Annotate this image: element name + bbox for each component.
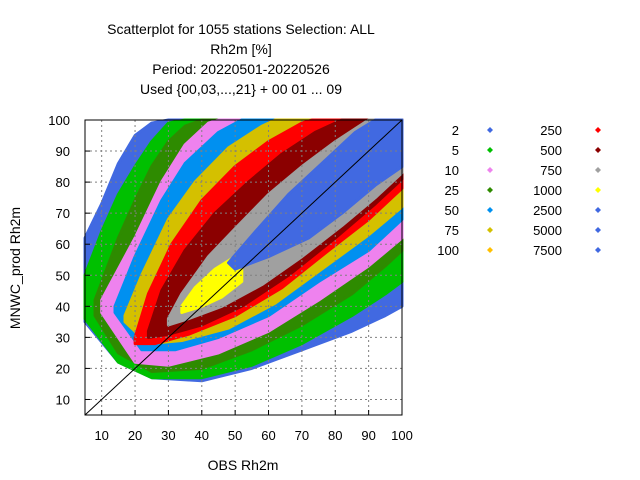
legend-marker: [487, 187, 493, 193]
legend-marker: [595, 187, 601, 193]
title-line-4: Used {00,03,...,21} + 00 01 ... 09: [140, 81, 342, 97]
y-tick-label: 90: [56, 144, 70, 159]
x-tick-label: 90: [361, 428, 375, 443]
x-axis-label: OBS Rh2m: [208, 457, 279, 473]
legend-marker: [595, 247, 601, 253]
x-tick-label: 50: [228, 428, 242, 443]
legend-label: 500: [540, 143, 562, 158]
legend-marker: [487, 227, 493, 233]
legend-label: 10: [445, 163, 459, 178]
plot-frame: [84, 119, 403, 416]
legend-label: 5000: [533, 223, 562, 238]
legend-label: 25: [445, 183, 459, 198]
y-tick-label: 60: [56, 237, 70, 252]
y-tick-label: 70: [56, 206, 70, 221]
density-bands: [83, 118, 404, 383]
legend-marker: [487, 147, 493, 153]
legend-label: 100: [437, 243, 459, 258]
legend-marker: [595, 227, 601, 233]
x-tick-label: 80: [328, 428, 342, 443]
title-line-1: Scatterplot for 1055 stations Selection:…: [107, 21, 375, 37]
legend-marker: [595, 207, 601, 213]
x-tick-label: 30: [161, 428, 175, 443]
legend-label: 2500: [533, 203, 562, 218]
x-tick-label: 70: [295, 428, 309, 443]
legend-label: 7500: [533, 243, 562, 258]
legend-marker: [595, 167, 601, 173]
legend-label: 50: [445, 203, 459, 218]
y-tick-label: 20: [56, 361, 70, 376]
x-tick-label: 40: [195, 428, 209, 443]
y-tick-label: 10: [56, 392, 70, 407]
legend-marker: [487, 167, 493, 173]
legend-label: 1000: [533, 183, 562, 198]
grid-lines: [85, 120, 402, 415]
y-tick-label: 30: [56, 330, 70, 345]
legend-label: 750: [540, 163, 562, 178]
y-tick-labels: 10 20 30 40 50 60 70 80 90 100: [48, 113, 90, 407]
diagonal-line: [84, 119, 403, 416]
y-tick-label: 100: [48, 113, 70, 128]
y-tick-label: 40: [56, 299, 70, 314]
legend-label: 250: [540, 123, 562, 138]
legend-marker: [487, 207, 493, 213]
legend-label: 5: [452, 143, 459, 158]
title-line-2: Rh2m [%]: [210, 41, 271, 57]
y-tick-label: 50: [56, 268, 70, 283]
legend-marker: [487, 127, 493, 133]
x-tick-label: 10: [94, 428, 108, 443]
y-axis-label: MNWC_prod Rh2m: [7, 207, 23, 329]
x-tick-label: 60: [261, 428, 275, 443]
x-tick-label: 100: [391, 428, 413, 443]
legend-label: 2: [452, 123, 459, 138]
legend-label: 75: [445, 223, 459, 238]
legend-marker: [595, 127, 601, 133]
x-tick-labels: 10 20 30 40 50 60 70 80 90 100: [94, 410, 413, 443]
x-tick-label: 20: [128, 428, 142, 443]
legend-marker: [487, 247, 493, 253]
y-tick-label: 80: [56, 175, 70, 190]
title-line-3: Period: 20220501-20220526: [152, 61, 330, 77]
legend-marker: [595, 147, 601, 153]
chart-title: Scatterplot for 1055 stations Selection:…: [107, 21, 375, 97]
